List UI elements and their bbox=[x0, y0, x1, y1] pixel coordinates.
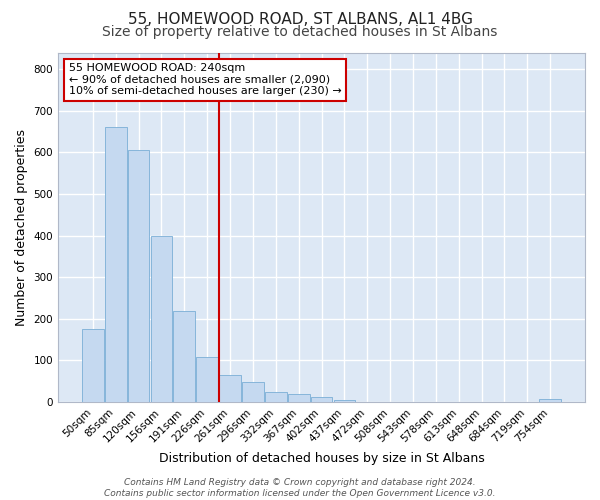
Bar bbox=[288, 394, 310, 402]
Bar bbox=[334, 400, 355, 402]
Y-axis label: Number of detached properties: Number of detached properties bbox=[15, 128, 28, 326]
Bar bbox=[105, 128, 127, 402]
Bar bbox=[82, 329, 104, 402]
Bar bbox=[265, 392, 287, 402]
Bar bbox=[151, 236, 172, 402]
X-axis label: Distribution of detached houses by size in St Albans: Distribution of detached houses by size … bbox=[158, 452, 484, 465]
Text: 55 HOMEWOOD ROAD: 240sqm
← 90% of detached houses are smaller (2,090)
10% of sem: 55 HOMEWOOD ROAD: 240sqm ← 90% of detach… bbox=[68, 63, 341, 96]
Text: 55, HOMEWOOD ROAD, ST ALBANS, AL1 4BG: 55, HOMEWOOD ROAD, ST ALBANS, AL1 4BG bbox=[128, 12, 473, 28]
Bar bbox=[219, 375, 241, 402]
Text: Contains HM Land Registry data © Crown copyright and database right 2024.
Contai: Contains HM Land Registry data © Crown c… bbox=[104, 478, 496, 498]
Bar bbox=[173, 312, 195, 402]
Bar bbox=[311, 397, 332, 402]
Bar bbox=[539, 398, 561, 402]
Text: Size of property relative to detached houses in St Albans: Size of property relative to detached ho… bbox=[103, 25, 497, 39]
Bar bbox=[128, 150, 149, 402]
Bar bbox=[242, 382, 264, 402]
Bar bbox=[196, 357, 218, 402]
